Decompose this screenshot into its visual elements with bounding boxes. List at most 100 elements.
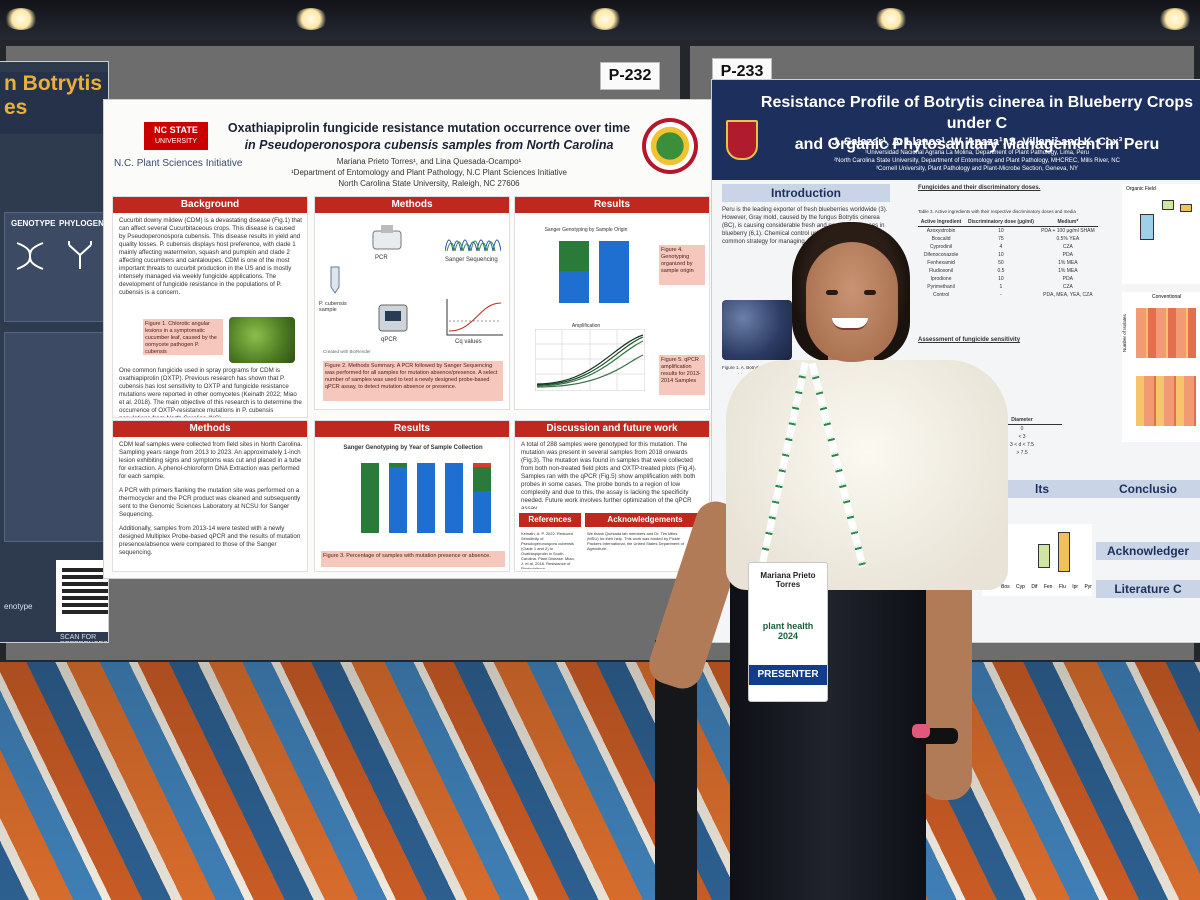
table-row: Fludioxonil 0.5 1% MEA: [918, 267, 1098, 275]
methods-text: A PCR with primers flanking the mutation…: [119, 487, 301, 518]
chart-title: Sanger Genotyping by Sample Origin: [544, 227, 628, 233]
poster-title: Oxathiapiprolin fungicide resistance mut…: [224, 120, 634, 154]
table-cell: Azoxystrobin: [926, 228, 956, 234]
conventional-barchart: Conventional Number of Isolates: [1122, 292, 1200, 442]
ncstate-logo: NC STATE UNIVERSITY: [144, 122, 208, 150]
table-row: Cyprodinil 4 CZA: [918, 243, 1098, 251]
chart-title: Amplification: [571, 323, 601, 329]
section-header: Conclusio: [1096, 480, 1200, 498]
pcr-label: PCR: [375, 255, 388, 261]
section-header: Background: [113, 197, 307, 213]
qpcr-amplification-plot: [535, 329, 645, 391]
section-header: Methods: [315, 197, 509, 213]
table-cell: Difenoconazole: [923, 252, 959, 258]
bar-untreated: [559, 241, 589, 303]
table-header-row: Active Ingredient Discriminatory dose (µ…: [918, 218, 1098, 227]
discussion-section: Discussion and future work A total of 28…: [514, 420, 710, 572]
box: [1162, 200, 1174, 210]
ceiling-light: [874, 8, 908, 30]
table-cell: 1: [999, 284, 1003, 290]
section-header: Results: [315, 421, 509, 437]
bar-2022-2023: [473, 463, 491, 533]
carpet: [0, 662, 1200, 900]
logo-subtext: UNIVERSITY: [154, 138, 197, 145]
table-cell: Pyrimethanil: [927, 284, 955, 290]
thermocycler-icon: [372, 225, 402, 250]
table-cell: 10: [998, 228, 1004, 234]
qr-code: [56, 560, 108, 632]
left-poster-title: n Botrytis es: [0, 72, 108, 134]
section-header: Acknowledger: [1096, 542, 1200, 560]
tick-label: Cyp: [1016, 584, 1025, 590]
year-genotyping-chart: [355, 463, 505, 533]
title-line: and Organic Phytosanitary Management in …: [794, 136, 1160, 153]
axis-label: Number of Isolates: [1122, 314, 1127, 352]
logo-text: NC STATE: [154, 125, 198, 135]
authors-line: J. Salazar¹, A. Llanos¹, W. Apaza¹, S. V…: [831, 136, 1123, 148]
diameter-table: Diameter 0 < 3 3 < d < 7.5 > 7.5: [982, 416, 1062, 457]
title-line: in Pseudoperonospora cubensis samples fr…: [244, 138, 614, 152]
discussion-text: A total of 288 samples were genotyped fo…: [521, 441, 697, 509]
table-cell: 0.5: [997, 268, 1005, 274]
table-row: 3 < d < 7.5: [982, 441, 1062, 449]
person-eye: [864, 290, 876, 295]
methods-text: Additionally, samples from 2013-14 were …: [119, 525, 301, 556]
initiative-name: N.C. Plant Sciences Initiative: [114, 158, 243, 169]
ceiling-light: [1158, 8, 1192, 30]
table-cell: Fludioxonil: [929, 268, 954, 274]
affiliation-line: ²North Carolina State University, Depart…: [834, 158, 1120, 164]
table-cell: 1% MEA: [1058, 260, 1078, 266]
table-cell: 0.5% YEA: [1056, 236, 1080, 242]
tick-label: Flu: [1058, 584, 1066, 590]
intro-text: Peru is the leading exporter of fresh bl…: [722, 207, 888, 245]
bar-treated: [599, 241, 629, 303]
table-row: Boscalid 75 0.5% YEA: [918, 235, 1098, 243]
table-header: Discriminatory dose (µg/ml): [964, 218, 1038, 227]
table-cell: Boscalid: [931, 236, 951, 242]
tick-label: Bos: [1001, 584, 1010, 590]
right-poster-title: Resistance Profile of Botrytis cinerea i…: [754, 92, 1200, 155]
table-row: Control - PDA, MEA, YEA, CZA: [918, 291, 1098, 299]
tick-label: Ipr: [1072, 584, 1079, 590]
results-bottom-section: Results Sanger Genotyping by Year of Sam…: [314, 420, 510, 572]
blueberry-photo: [722, 300, 792, 360]
table-cell: -: [1000, 292, 1002, 298]
background-section: Background Cucurbit downy mildew (CDM) i…: [112, 196, 308, 418]
badge-logo: plant health 2024: [762, 621, 814, 641]
affiliation-line: North Carolina State University, Raleigh…: [338, 179, 520, 188]
table-cell: PDA: [1062, 276, 1073, 282]
bar-2018: [389, 463, 407, 533]
table-row: Fenhexamid 50 1% MEA: [918, 259, 1098, 267]
box: [1038, 544, 1050, 568]
table-cell: 75: [998, 236, 1004, 242]
person-smile: [832, 318, 868, 330]
table-row: Difenoconazole 10 PDA: [918, 251, 1098, 259]
table-header: Medium*: [1037, 218, 1098, 227]
ceiling-light: [4, 8, 38, 30]
table-row: Iprodione 10 PDA: [918, 275, 1098, 283]
sequencing-chromatogram: [445, 239, 501, 252]
box: [1140, 214, 1154, 240]
table-cell: PDA: [1062, 252, 1073, 258]
methods-bottom-section: Methods CDM leaf samples were collected …: [112, 420, 308, 572]
badge-name: Mariana Prieto Torres: [760, 571, 816, 589]
methods-text: CDM leaf samples were collected from fie…: [119, 441, 303, 480]
title-line: Resistance Profile of Botrytis cinerea i…: [760, 94, 1194, 132]
figure-caption: Figure 2. Methods Summary. A PCR followe…: [323, 361, 503, 401]
badge-role: PRESENTER: [749, 665, 827, 685]
amplification-curve: [446, 299, 503, 336]
fungicide-table: Active Ingredient Discriminatory dose (µ…: [918, 218, 1098, 299]
section-header: lts: [982, 480, 1102, 498]
sanger-label: Sanger Sequencing: [445, 257, 498, 263]
left-title-line: n Botrytis: [4, 72, 103, 95]
bar-2019: [417, 463, 435, 533]
table-cell: Cyprodinil: [929, 244, 953, 250]
table-cell: CZA: [1062, 284, 1073, 290]
person-blouse: [726, 360, 1008, 590]
box: [1058, 532, 1070, 572]
chart-title: Conventional: [1152, 294, 1182, 300]
tick-label: Dif: [1031, 584, 1038, 590]
biorender-credit: Created with BioRender: [323, 349, 371, 354]
table-cell: CZA: [1062, 244, 1073, 250]
table-row: 0: [982, 425, 1062, 434]
